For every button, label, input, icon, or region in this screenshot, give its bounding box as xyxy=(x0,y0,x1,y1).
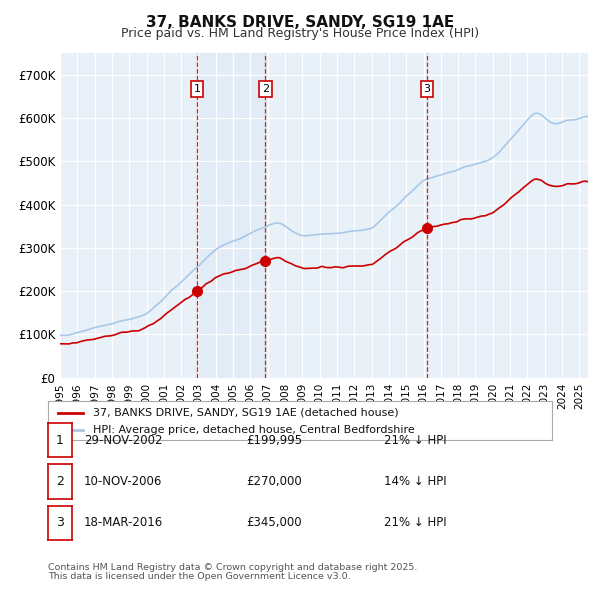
Text: 3: 3 xyxy=(424,84,431,94)
Text: 10-NOV-2006: 10-NOV-2006 xyxy=(84,475,163,488)
Text: HPI: Average price, detached house, Central Bedfordshire: HPI: Average price, detached house, Cent… xyxy=(94,425,415,435)
Text: £199,995: £199,995 xyxy=(246,434,302,447)
Text: £345,000: £345,000 xyxy=(246,516,302,529)
Text: 2: 2 xyxy=(56,475,64,488)
Text: 21% ↓ HPI: 21% ↓ HPI xyxy=(384,434,446,447)
Text: 18-MAR-2016: 18-MAR-2016 xyxy=(84,516,163,529)
Text: This data is licensed under the Open Government Licence v3.0.: This data is licensed under the Open Gov… xyxy=(48,572,350,581)
Text: 21% ↓ HPI: 21% ↓ HPI xyxy=(384,516,446,529)
Text: 2: 2 xyxy=(262,84,269,94)
Text: 14% ↓ HPI: 14% ↓ HPI xyxy=(384,475,446,488)
Text: 37, BANKS DRIVE, SANDY, SG19 1AE (detached house): 37, BANKS DRIVE, SANDY, SG19 1AE (detach… xyxy=(94,408,399,418)
Text: 3: 3 xyxy=(56,516,64,529)
Text: 1: 1 xyxy=(193,84,200,94)
Text: 1: 1 xyxy=(56,434,64,447)
Text: 37, BANKS DRIVE, SANDY, SG19 1AE: 37, BANKS DRIVE, SANDY, SG19 1AE xyxy=(146,15,454,30)
Text: Contains HM Land Registry data © Crown copyright and database right 2025.: Contains HM Land Registry data © Crown c… xyxy=(48,563,418,572)
Text: 29-NOV-2002: 29-NOV-2002 xyxy=(84,434,163,447)
Text: Price paid vs. HM Land Registry's House Price Index (HPI): Price paid vs. HM Land Registry's House … xyxy=(121,27,479,40)
Bar xyxy=(197,53,265,378)
Text: £270,000: £270,000 xyxy=(246,475,302,488)
